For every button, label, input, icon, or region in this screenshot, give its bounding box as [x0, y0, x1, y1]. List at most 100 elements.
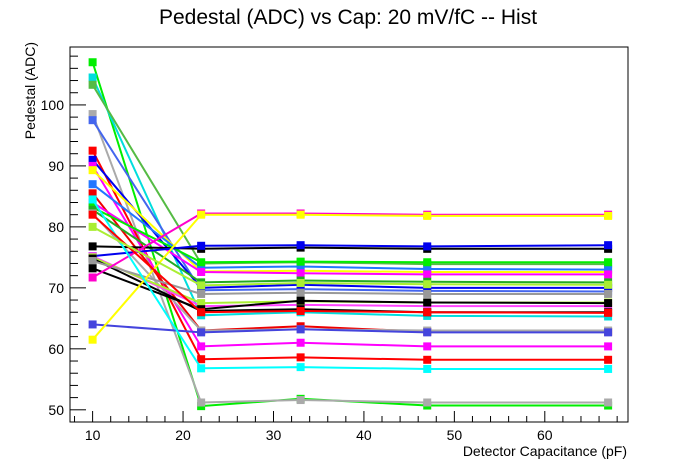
series-26: [88, 195, 613, 373]
data-point: [88, 195, 97, 204]
x-tick-label: 30: [266, 427, 282, 443]
series-21: [88, 257, 613, 298]
data-point: [604, 280, 613, 289]
data-point: [604, 265, 613, 274]
y-tick-label: 100: [41, 97, 65, 113]
data-point: [88, 146, 97, 155]
y-tick-label: 50: [48, 402, 64, 418]
data-point: [296, 325, 305, 334]
chart-title: Pedestal (ADC) vs Cap: 20 mV/fC -- Hist: [159, 6, 537, 29]
data-point: [296, 363, 305, 372]
data-point: [88, 166, 97, 175]
data-point: [88, 242, 97, 251]
data-point: [604, 328, 613, 337]
data-point: [423, 364, 432, 373]
x-tick-label: 60: [537, 427, 553, 443]
data-point: [197, 241, 206, 250]
data-point: [197, 364, 206, 373]
data-point: [423, 342, 432, 351]
x-tick-label: 10: [85, 427, 101, 443]
data-point: [423, 398, 432, 407]
data-point: [197, 258, 206, 267]
y-tick-label: 80: [48, 219, 64, 235]
series-13: [88, 203, 613, 267]
data-point: [423, 258, 432, 267]
data-point: [296, 353, 305, 362]
data-point: [88, 116, 97, 125]
data-point: [197, 308, 206, 317]
data-point: [296, 241, 305, 250]
data-point: [423, 264, 432, 273]
data-point: [604, 398, 613, 407]
data-point: [197, 299, 206, 308]
data-point: [296, 257, 305, 266]
x-tick-label: 20: [175, 427, 191, 443]
data-point: [88, 320, 97, 329]
data-point: [88, 58, 97, 67]
data-point: [423, 298, 432, 307]
axis-ticks: 10 20 30 40 50 60 50 60 70 80 90 100: [41, 55, 618, 443]
series-25: [88, 210, 613, 344]
series-line: [91, 183, 609, 271]
data-point: [604, 211, 613, 220]
y-tick-label: 60: [48, 341, 64, 357]
y-tick-label: 90: [48, 158, 64, 174]
data-point: [423, 355, 432, 364]
x-axis-label: Detector Capacitance (pF): [463, 443, 627, 459]
data-point: [88, 273, 97, 282]
data-point: [197, 355, 206, 364]
series-line: [92, 226, 609, 287]
series-10: [88, 180, 613, 274]
series-28: [88, 222, 613, 290]
data-point: [604, 299, 613, 308]
data-point: [197, 289, 206, 298]
series-24: [88, 320, 613, 337]
plot-frame: [69, 46, 629, 423]
data-point: [296, 338, 305, 347]
series-layer: [88, 58, 613, 411]
y-axis-label: Pedestal (ADC): [22, 42, 38, 139]
series-line: [91, 119, 609, 293]
y-tick-label: 70: [48, 280, 64, 296]
data-point: [88, 155, 97, 164]
data-point: [604, 342, 613, 351]
data-point: [197, 398, 206, 407]
data-point: [604, 289, 613, 298]
data-point: [88, 161, 97, 170]
data-point: [296, 210, 305, 219]
data-point: [197, 281, 206, 290]
data-point: [604, 258, 613, 267]
data-point: [197, 263, 206, 272]
data-point: [423, 328, 432, 337]
data-point: [296, 288, 305, 297]
data-point: [604, 241, 613, 250]
x-tick-label: 40: [356, 427, 372, 443]
data-point: [197, 328, 206, 337]
data-point: [423, 308, 432, 317]
series-line: [91, 84, 609, 266]
data-point: [88, 335, 97, 344]
data-point: [423, 270, 432, 279]
data-point: [88, 257, 97, 266]
series-27: [88, 210, 613, 317]
data-point: [88, 210, 97, 219]
data-point: [197, 342, 206, 351]
data-point: [296, 262, 305, 271]
data-point: [423, 289, 432, 298]
x-tick-label: 50: [447, 427, 463, 443]
data-point: [604, 308, 613, 317]
data-point: [88, 264, 97, 273]
data-point: [88, 180, 97, 189]
data-point: [423, 280, 432, 289]
data-point: [296, 307, 305, 316]
data-point: [88, 222, 97, 231]
data-point: [296, 269, 305, 278]
data-point: [423, 242, 432, 251]
series-line: [91, 61, 609, 408]
data-point: [604, 270, 613, 279]
data-point: [197, 268, 206, 276]
data-point: [197, 210, 206, 219]
data-point: [296, 296, 305, 305]
series-line: [91, 169, 609, 273]
